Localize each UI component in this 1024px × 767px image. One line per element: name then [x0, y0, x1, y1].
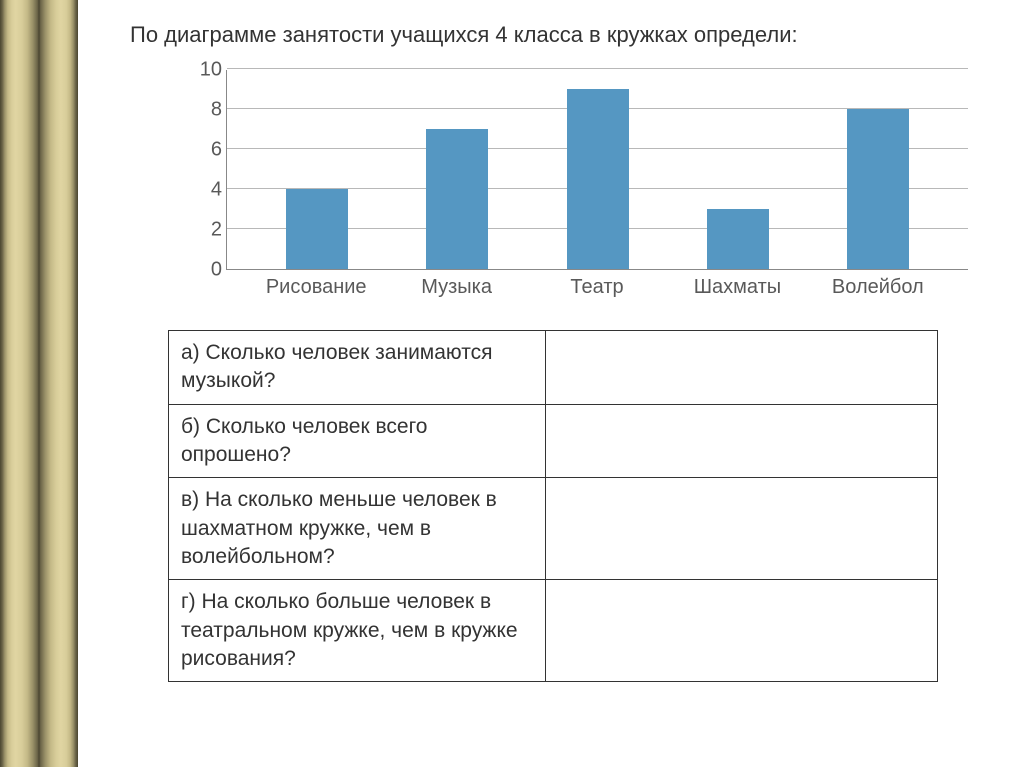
question-cell: б) Сколько человек всего опрошено?	[169, 404, 546, 478]
plot-area	[226, 70, 968, 270]
x-tick-label: Волейбол	[808, 276, 948, 299]
y-tick-label: 8	[188, 99, 222, 122]
answer-cell	[545, 331, 937, 405]
bar-chart: 0 2 4 6 8 10 РисованиеМузыкаТеатрШахматыВолей…	[188, 60, 968, 310]
table-row: г) На сколько больше человек в театральн…	[169, 580, 938, 682]
bar-slot	[247, 70, 387, 269]
bar	[707, 209, 769, 269]
bar	[567, 89, 629, 269]
y-tick-label: 6	[188, 139, 222, 162]
bar-slot	[527, 70, 667, 269]
table-row: а) Сколько человек занимаются музыкой?	[169, 331, 938, 405]
y-tick-label: 2	[188, 219, 222, 242]
x-tick-label: Музыка	[386, 276, 526, 299]
decorative-border	[0, 0, 78, 767]
slide-content: По диаграмме занятости учащихся 4 класса…	[78, 0, 1024, 767]
table-row: б) Сколько человек всего опрошено?	[169, 404, 938, 478]
bars-container	[227, 70, 968, 269]
table-row: в) На сколько меньше человек в шахматном…	[169, 478, 938, 580]
bar-slot	[387, 70, 527, 269]
questions-table: а) Сколько человек занимаются музыкой?б)…	[168, 330, 938, 682]
x-tick-label: Шахматы	[667, 276, 807, 299]
y-tick-label: 0	[188, 259, 222, 282]
question-cell: г) На сколько больше человек в театральн…	[169, 580, 546, 682]
x-tick-label: Рисование	[246, 276, 386, 299]
x-axis-labels: РисованиеМузыкаТеатрШахматыВолейбол	[226, 276, 968, 299]
bar	[286, 189, 348, 269]
bar	[426, 129, 488, 269]
answer-cell	[545, 580, 937, 682]
gridline	[227, 68, 968, 69]
bar-slot	[668, 70, 808, 269]
question-cell: в) На сколько меньше человек в шахматном…	[169, 478, 546, 580]
y-tick-label: 4	[188, 179, 222, 202]
y-tick-label: 10	[188, 59, 222, 82]
question-cell: а) Сколько человек занимаются музыкой?	[169, 331, 546, 405]
bar-slot	[808, 70, 948, 269]
x-tick-label: Театр	[527, 276, 667, 299]
answer-cell	[545, 478, 937, 580]
bar	[847, 109, 909, 269]
answer-cell	[545, 404, 937, 478]
page-title: По диаграмме занятости учащихся 4 класса…	[130, 22, 798, 48]
